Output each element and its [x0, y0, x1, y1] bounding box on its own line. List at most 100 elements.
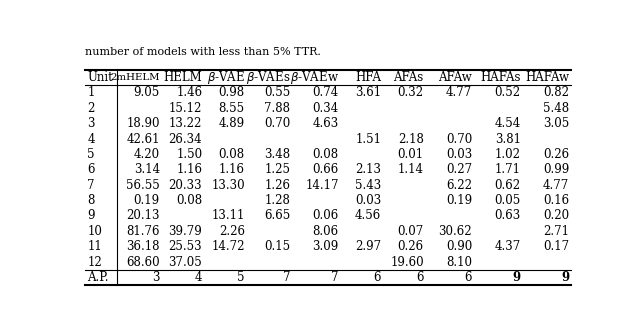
- Text: 15.12: 15.12: [169, 102, 202, 115]
- Text: 0.26: 0.26: [543, 148, 569, 161]
- Text: 2.97: 2.97: [355, 240, 381, 253]
- Text: 0.08: 0.08: [219, 148, 245, 161]
- Text: 1.16: 1.16: [219, 164, 245, 176]
- Text: 19.60: 19.60: [390, 256, 424, 269]
- Text: HAFAs: HAFAs: [480, 71, 520, 84]
- Text: 0.06: 0.06: [312, 210, 339, 222]
- Text: 0.34: 0.34: [312, 102, 339, 115]
- Text: 9.05: 9.05: [134, 87, 160, 99]
- Text: 8.55: 8.55: [219, 102, 245, 115]
- Text: 20.33: 20.33: [169, 179, 202, 192]
- Text: 0.15: 0.15: [264, 240, 291, 253]
- Text: 8.06: 8.06: [312, 225, 339, 238]
- Text: 1.71: 1.71: [495, 164, 520, 176]
- Text: 4.77: 4.77: [543, 179, 569, 192]
- Text: 5: 5: [88, 148, 95, 161]
- Text: 37.05: 37.05: [168, 256, 202, 269]
- Text: 7.88: 7.88: [264, 102, 291, 115]
- Text: $\beta$-VAEw: $\beta$-VAEw: [290, 69, 339, 86]
- Text: $\beta$-VAE: $\beta$-VAE: [207, 69, 245, 86]
- Text: HELM: HELM: [164, 71, 202, 84]
- Text: 0.03: 0.03: [355, 194, 381, 207]
- Text: 0.90: 0.90: [446, 240, 472, 253]
- Text: 4: 4: [88, 133, 95, 146]
- Text: 3.81: 3.81: [495, 133, 520, 146]
- Text: 14.17: 14.17: [305, 179, 339, 192]
- Text: 3.61: 3.61: [355, 87, 381, 99]
- Text: 13.11: 13.11: [211, 210, 245, 222]
- Text: AFAw: AFAw: [438, 71, 472, 84]
- Text: 0.70: 0.70: [264, 117, 291, 130]
- Text: 2.18: 2.18: [398, 133, 424, 146]
- Text: 4.63: 4.63: [312, 117, 339, 130]
- Text: 4.54: 4.54: [494, 117, 520, 130]
- Text: 0.52: 0.52: [495, 87, 520, 99]
- Text: 1: 1: [88, 87, 95, 99]
- Text: 1.26: 1.26: [264, 179, 291, 192]
- Text: 0.08: 0.08: [176, 194, 202, 207]
- Text: 0.19: 0.19: [134, 194, 160, 207]
- Text: 20.13: 20.13: [126, 210, 160, 222]
- Text: 9: 9: [88, 210, 95, 222]
- Text: 1.16: 1.16: [176, 164, 202, 176]
- Text: 0.07: 0.07: [397, 225, 424, 238]
- Text: 4.20: 4.20: [134, 148, 160, 161]
- Text: Unit: Unit: [88, 71, 113, 84]
- Text: 2.71: 2.71: [543, 225, 569, 238]
- Text: 1.28: 1.28: [264, 194, 291, 207]
- Text: 26.34: 26.34: [169, 133, 202, 146]
- Text: 3.14: 3.14: [134, 164, 160, 176]
- Text: 81.76: 81.76: [126, 225, 160, 238]
- Text: number of models with less than 5% TTR.: number of models with less than 5% TTR.: [85, 47, 321, 57]
- Text: HFA: HFA: [355, 71, 381, 84]
- Text: 3: 3: [152, 271, 160, 284]
- Text: $\beta$-VAEs: $\beta$-VAEs: [246, 69, 291, 86]
- Text: 13.22: 13.22: [169, 117, 202, 130]
- Text: 1.50: 1.50: [176, 148, 202, 161]
- Text: AFAs: AFAs: [394, 71, 424, 84]
- Text: 0.55: 0.55: [264, 87, 291, 99]
- Text: 0.82: 0.82: [543, 87, 569, 99]
- Text: 1.02: 1.02: [495, 148, 520, 161]
- Text: 6: 6: [88, 164, 95, 176]
- Text: 2mHELM: 2mHELM: [110, 73, 160, 82]
- Text: 18.90: 18.90: [126, 117, 160, 130]
- Text: 5: 5: [237, 271, 245, 284]
- Text: 0.26: 0.26: [397, 240, 424, 253]
- Text: 9: 9: [513, 271, 520, 284]
- Text: 5.43: 5.43: [355, 179, 381, 192]
- Text: 39.79: 39.79: [168, 225, 202, 238]
- Text: 0.05: 0.05: [494, 194, 520, 207]
- Text: 8: 8: [88, 194, 95, 207]
- Text: 13.30: 13.30: [211, 179, 245, 192]
- Text: HAFAw: HAFAw: [525, 71, 569, 84]
- Text: 0.08: 0.08: [312, 148, 339, 161]
- Text: 2: 2: [88, 102, 95, 115]
- Text: 56.55: 56.55: [126, 179, 160, 192]
- Text: 0.17: 0.17: [543, 240, 569, 253]
- Text: 3: 3: [88, 117, 95, 130]
- Text: 3.48: 3.48: [264, 148, 291, 161]
- Text: 68.60: 68.60: [126, 256, 160, 269]
- Text: 0.16: 0.16: [543, 194, 569, 207]
- Text: 3.09: 3.09: [312, 240, 339, 253]
- Text: 0.98: 0.98: [219, 87, 245, 99]
- Text: 36.18: 36.18: [126, 240, 160, 253]
- Text: 6.22: 6.22: [446, 179, 472, 192]
- Text: 1.25: 1.25: [264, 164, 291, 176]
- Text: 0.03: 0.03: [446, 148, 472, 161]
- Text: 0.32: 0.32: [397, 87, 424, 99]
- Text: 0.62: 0.62: [495, 179, 520, 192]
- Text: 10: 10: [88, 225, 102, 238]
- Text: 2.13: 2.13: [355, 164, 381, 176]
- Text: 7: 7: [88, 179, 95, 192]
- Text: 2.26: 2.26: [219, 225, 245, 238]
- Text: 0.01: 0.01: [397, 148, 424, 161]
- Text: 11: 11: [88, 240, 102, 253]
- Text: 0.19: 0.19: [446, 194, 472, 207]
- Text: 14.72: 14.72: [211, 240, 245, 253]
- Text: 0.99: 0.99: [543, 164, 569, 176]
- Text: 6.65: 6.65: [264, 210, 291, 222]
- Text: 25.53: 25.53: [169, 240, 202, 253]
- Text: 4.37: 4.37: [494, 240, 520, 253]
